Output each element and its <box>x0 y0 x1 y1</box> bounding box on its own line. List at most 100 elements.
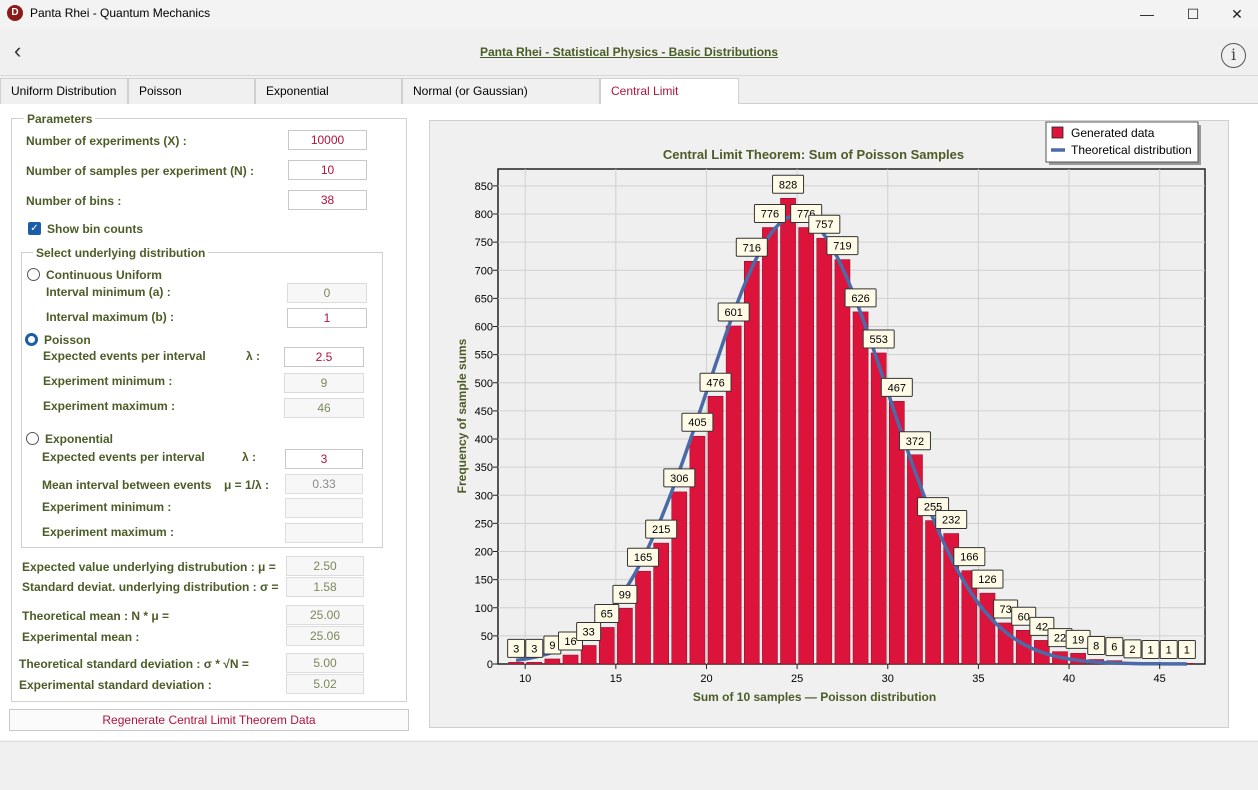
num-experiments-label: Number of experiments (X) : <box>26 134 187 148</box>
page-title: Panta Rhei - Statistical Physics - Basic… <box>479 45 779 59</box>
histogram-bar <box>671 491 688 665</box>
bin-count-box <box>971 569 1004 589</box>
expected-value: 2.50 <box>286 556 364 576</box>
histogram-bar <box>707 396 724 665</box>
bin-count-box <box>898 431 931 451</box>
poisson-events-input[interactable]: 2.5 <box>284 347 364 367</box>
poisson-exp-max-value: 46 <box>284 398 364 418</box>
show-bin-counts-label[interactable]: Show bin counts <box>47 222 143 236</box>
bin-count-label: 166 <box>960 552 978 564</box>
bin-count-label: 372 <box>906 436 924 448</box>
bin-count-box <box>627 547 660 567</box>
bin-count-box <box>862 329 895 349</box>
histogram-bar <box>979 592 996 665</box>
x-tick-label: 40 <box>1063 673 1075 685</box>
bin-count-label: 626 <box>851 293 869 305</box>
num-experiments-input[interactable]: 10000 <box>288 130 367 150</box>
back-arrow-icon[interactable]: ‹ <box>14 38 22 63</box>
interval-min-input[interactable]: 0 <box>287 283 367 303</box>
bin-count-label: 6 <box>1111 642 1117 654</box>
bin-count-box <box>507 638 526 658</box>
histogram-bar <box>635 570 651 665</box>
y-tick-label: 300 <box>475 490 493 502</box>
interval-max-input[interactable]: 1 <box>287 308 367 328</box>
interval-min-label: Interval minimum (a) : <box>46 285 171 299</box>
histogram-bar <box>689 435 706 665</box>
histogram-bar <box>852 311 869 665</box>
histogram-bar <box>743 261 760 665</box>
bin-count-label: 3 <box>513 643 519 655</box>
bin-count-box <box>735 237 768 257</box>
tab-bar: Uniform Distribution Poisson Distributio… <box>0 78 1258 123</box>
close-button[interactable]: ✕ <box>1231 6 1243 22</box>
num-samples-input[interactable]: 10 <box>288 160 367 180</box>
y-tick-label: 150 <box>475 575 493 587</box>
bin-count-label: 1 <box>1166 644 1172 656</box>
tab-normal[interactable]: Normal (or Gaussian) Distribution <box>402 78 600 123</box>
chart-title: Central Limit Theorem: Sum of Poisson Sa… <box>663 147 964 162</box>
tab-poisson[interactable]: Poisson Distribution <box>128 78 255 123</box>
bin-count-box <box>699 372 732 392</box>
y-tick-label: 750 <box>475 237 493 249</box>
experimental-sd-value: 5.02 <box>286 674 364 694</box>
bin-count-label: 719 <box>833 241 851 253</box>
maximize-button[interactable]: ☐ <box>1186 6 1200 22</box>
minimize-button[interactable]: — <box>1140 6 1154 22</box>
bin-count-box <box>844 288 877 308</box>
bin-count-label: 22 <box>1054 633 1066 645</box>
y-tick-label: 650 <box>475 293 493 305</box>
exponential-radio-label[interactable]: Exponential <box>45 432 114 446</box>
bin-count-label: 776 <box>761 209 779 221</box>
status-bar <box>0 741 1258 790</box>
legend <box>1045 121 1199 163</box>
info-icon[interactable]: i <box>1221 43 1246 68</box>
histogram-bar <box>870 352 887 665</box>
y-tick-label: 500 <box>475 378 493 390</box>
poisson-exp-min-value: 9 <box>284 373 364 393</box>
bin-count-label: 405 <box>688 417 706 429</box>
poisson-exp-min-label: Experiment minimum : <box>43 374 173 388</box>
stddev-value: 1.58 <box>286 577 364 597</box>
x-tick-label: 10 <box>519 673 531 685</box>
show-bin-counts-checkbox[interactable]: ✓ <box>28 222 41 235</box>
poisson-lambda-symbol: λ : <box>246 349 261 363</box>
tab-uniform[interactable]: Uniform Distribution <box>0 78 128 104</box>
experimental-sd-label: Experimental standard deviation : <box>19 678 212 692</box>
bin-count-box <box>935 510 968 529</box>
parameters-group <box>11 118 407 702</box>
exp-events-input[interactable]: 3 <box>285 449 363 469</box>
experimental-mean-label: Experimental mean : <box>22 630 140 644</box>
uniform-radio-label[interactable]: Continuous Uniform <box>46 268 162 282</box>
y-tick-label: 250 <box>475 518 493 530</box>
histogram-bar <box>889 401 905 665</box>
x-tick-label: 30 <box>882 673 894 685</box>
poisson-radio[interactable] <box>25 333 38 346</box>
exponential-radio[interactable] <box>26 432 39 445</box>
y-tick-label: 450 <box>475 406 493 418</box>
histogram-bar <box>562 654 579 665</box>
bin-count-label: 8 <box>1093 641 1099 653</box>
bin-count-label: 33 <box>583 626 595 638</box>
poisson-radio-label[interactable]: Poisson <box>44 333 91 347</box>
y-axis-title: Frequency of sample sums <box>455 338 469 493</box>
bin-count-label: 19 <box>1072 634 1084 646</box>
uniform-radio[interactable] <box>27 268 40 281</box>
bin-count-box <box>1159 639 1178 659</box>
bin-count-box <box>953 547 986 567</box>
exp-min-label: Experiment minimum : <box>42 500 172 514</box>
regenerate-button[interactable]: Regenerate Central Limit Theorem Data <box>9 709 409 731</box>
histogram-bar <box>598 627 615 665</box>
bin-count-box <box>663 468 696 488</box>
tab-central-limit-theorem[interactable]: Central Limit Theorem <box>600 78 739 123</box>
y-tick-label: 550 <box>475 350 493 362</box>
x-tick-label: 35 <box>972 673 984 685</box>
theoretical-mean-label: Theoretical mean : N * μ = <box>22 609 170 623</box>
chart-panel: 0 50 100 150 200 250 300 350 400 450 500 550 600 650 7… <box>429 120 1229 728</box>
num-bins-input[interactable]: 38 <box>288 190 367 210</box>
bin-count-box <box>1177 639 1196 659</box>
bin-count-box <box>1141 639 1160 659</box>
bin-count-box <box>1087 636 1106 655</box>
parameters-title: Parameters <box>24 112 96 126</box>
y-tick-label: 850 <box>475 181 493 193</box>
tab-exponential[interactable]: Exponential Distribution <box>255 78 402 123</box>
